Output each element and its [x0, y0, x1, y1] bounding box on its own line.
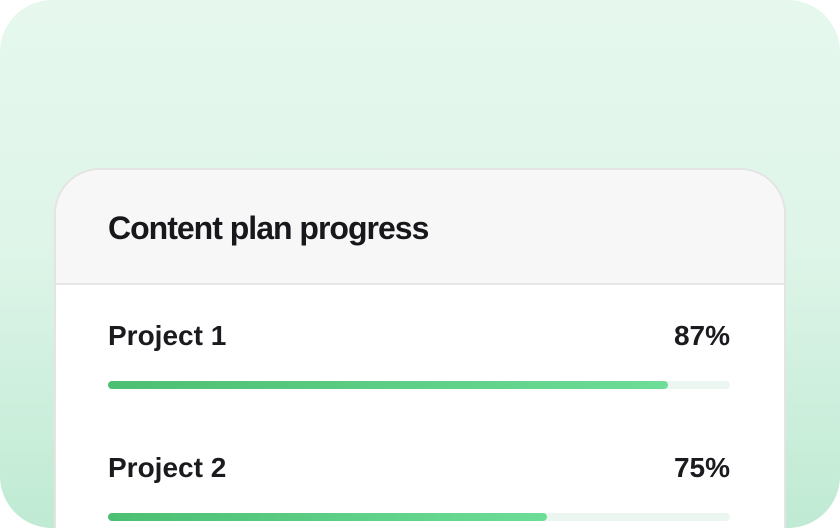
progress-track [108, 513, 730, 521]
project-row: Project 2 75% [108, 452, 730, 521]
card-header: Content plan progress [56, 170, 784, 285]
progress-track [108, 381, 730, 389]
project-row: Project 1 87% [108, 320, 730, 389]
progress-fill [108, 381, 668, 389]
card-title: Content plan progress [108, 210, 429, 246]
progress-card: Content plan progress Project 1 87% Proj… [54, 168, 786, 528]
project-percent: 75% [673, 452, 730, 483]
progress-fill [108, 513, 547, 521]
project-label: Project 2 [108, 452, 227, 483]
project-label: Project 1 [108, 320, 227, 351]
project-percent: 87% [673, 320, 730, 351]
